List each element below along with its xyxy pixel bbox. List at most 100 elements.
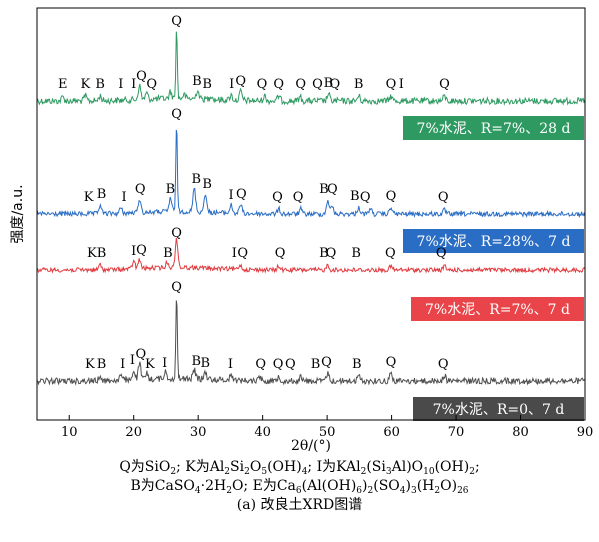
peak-label: B (352, 357, 362, 372)
peak-label: I (130, 353, 135, 368)
peak-label: Q (171, 280, 182, 295)
peak-label: Q (146, 77, 157, 92)
y-axis-label: 强度/a.u. (10, 184, 26, 243)
legend-text: (OH) (267, 459, 302, 475)
x-tick-label: 60 (383, 425, 400, 440)
peak-label: Q (321, 355, 332, 370)
peak-label: Q (136, 69, 147, 84)
peak-label: K (85, 357, 95, 372)
series-line (36, 31, 586, 106)
peak-label: B (202, 177, 212, 192)
peak-label: B (97, 246, 107, 261)
peak-label: B (324, 76, 334, 91)
peak-label: B (191, 354, 201, 369)
subscript: 2 (434, 486, 441, 496)
legend-text: ; (474, 459, 480, 475)
legend-text: Si (230, 459, 245, 475)
peak-label: Q (273, 77, 284, 92)
subscript: 4 (194, 486, 201, 496)
peak-label: Q (439, 77, 450, 92)
subscript: 2 (224, 467, 231, 477)
peak-label: I (228, 357, 233, 372)
peak-label: B (311, 357, 321, 372)
peak-label: Q (312, 77, 323, 92)
series-label-box (413, 397, 584, 421)
peak-label: B (351, 246, 361, 261)
peak-label: B (166, 182, 176, 197)
subscript: 2 (244, 467, 250, 477)
subscript: 2 (469, 467, 475, 477)
subscript: 6 (356, 486, 363, 496)
peak-label: B (192, 74, 202, 89)
subscript: 10 (423, 467, 435, 477)
peak-label: B (97, 357, 107, 372)
series-4: K B I I QK IQB B I Q Q Q B Q B Q Q7%水泥、R=0、7 d (36, 280, 586, 421)
x-tick-label: 30 (190, 425, 207, 440)
peak-label: Q (438, 357, 449, 372)
peak-label: K (145, 357, 155, 372)
peak-label: Q (386, 77, 397, 92)
peak-label: Q (171, 14, 182, 29)
peak-label: B (319, 246, 329, 261)
peak-label: Q (293, 190, 304, 205)
peak-label: Q (136, 243, 147, 258)
legend-text: B为CaSO (130, 478, 195, 494)
subscript: 4 (301, 467, 308, 477)
subscript: 2 (367, 486, 374, 496)
series-2: K B IQ BQB BI Q Q QBQ B Q Q Q7%水泥、R=28%、7 d (36, 107, 586, 253)
peak-label: B (163, 246, 173, 261)
peak-label: I (162, 356, 167, 371)
figure-caption: (a) 改良土XRD图谱 (236, 497, 363, 513)
legend-text: Q为SiO (119, 459, 171, 475)
peak-label: B (95, 77, 105, 92)
legend-text: ) (405, 478, 411, 494)
peak-label: I (118, 77, 123, 92)
legend-text: ; K为Al (176, 459, 225, 475)
legend-text: (Si (366, 459, 386, 475)
x-tick-label: 40 (254, 425, 271, 440)
peak-label: Q (257, 77, 268, 92)
peak-label: Q (135, 347, 146, 362)
peak-label: Q (438, 190, 449, 205)
peak-label: B (191, 172, 201, 187)
subscript: 26 (457, 486, 469, 496)
legend-text: O (249, 459, 262, 475)
series-label: 7%水泥、R=7%、28 d (417, 121, 571, 137)
peak-label: I (120, 357, 125, 372)
subscript: 3 (385, 467, 392, 477)
peak-label: B (354, 77, 364, 92)
subscript: 2 (360, 467, 367, 477)
legend-text: Al)O (391, 459, 424, 475)
phase-legend-line-1: Q为SiO2; K为Al2Si2O5(OH)4; I为KAl2(Si3Al)O1… (0, 459, 599, 477)
subscript: 4 (399, 486, 406, 496)
peak-label: I (121, 190, 126, 205)
series-label-box (403, 116, 584, 140)
peak-label: Q (285, 357, 296, 372)
legend-text: (Al(OH) (301, 478, 357, 494)
peak-label: Q (386, 189, 397, 204)
peak-label: B (97, 187, 107, 202)
peak-label: Q (295, 77, 306, 92)
peak-label: I (229, 77, 234, 92)
peak-label: I (131, 77, 136, 92)
legend-text: (SO (373, 478, 400, 494)
peak-label: Q (171, 226, 182, 241)
peak-label: Q (273, 357, 284, 372)
peak-label: Q (235, 74, 246, 89)
legend-text: ·2H (200, 478, 227, 494)
subscript: 2 (226, 486, 232, 496)
series-line (36, 237, 586, 274)
series-line (36, 300, 586, 386)
phase-legend-line-2: B为CaSO4·2H2O; E为Ca6(Al(OH)6)2(SO4)3(H2O)… (0, 478, 599, 496)
x-axis-label: 2θ/(°) (291, 438, 331, 454)
legend-text: ) (362, 478, 368, 494)
x-axis: 10 20 30 40 50 60 70 80 90 (61, 415, 593, 440)
series-label-box (411, 297, 584, 321)
peak-label: K (87, 246, 97, 261)
peak-label: Q (436, 246, 447, 261)
x-tick-label: 20 (125, 425, 142, 440)
peak-label: K (80, 77, 90, 92)
